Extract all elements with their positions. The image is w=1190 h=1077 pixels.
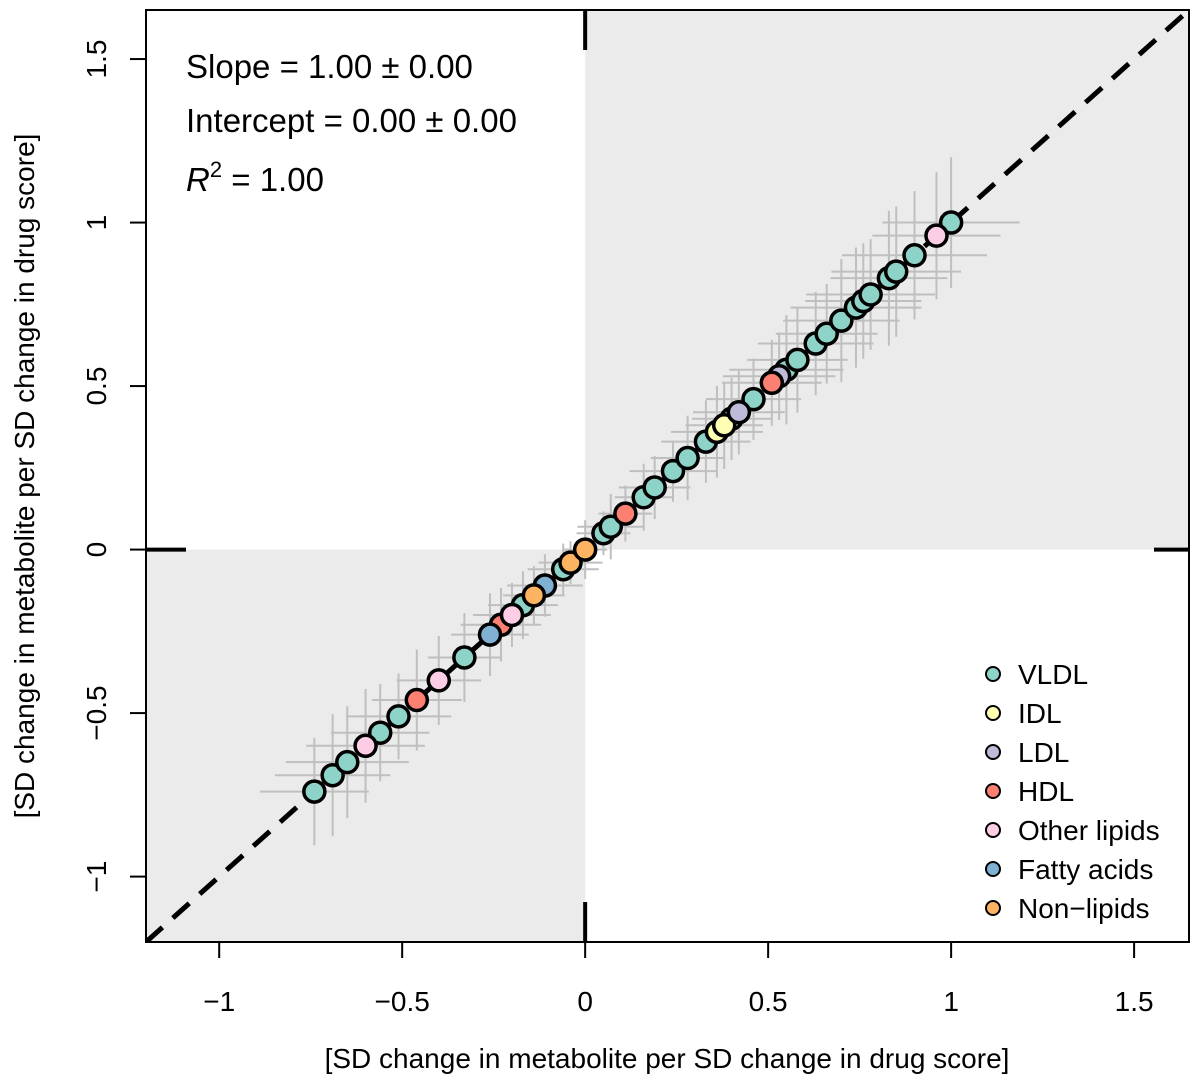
legend-label: Non−lipids (1018, 893, 1150, 924)
y-tick-label: 0.5 (81, 367, 112, 406)
legend: VLDL IDL LDL HDL Other lipids Fatty acids Non−… (985, 659, 1160, 924)
x-tick-label: −1 (203, 986, 235, 1017)
data-points (302, 210, 964, 804)
data-point (902, 243, 927, 268)
data-point (785, 347, 810, 373)
x-tick-label: 0 (577, 986, 593, 1017)
stats-annotation: Slope = 1.00 ± 0.00 Intercept = 0.00 ± 0… (186, 48, 517, 198)
legend-marker (985, 861, 1001, 877)
data-point (404, 687, 430, 713)
data-point (499, 602, 525, 628)
data-point (759, 370, 785, 396)
legend-label: Other lipids (1018, 815, 1160, 846)
legend-label: IDL (1018, 698, 1062, 729)
plot-frame (145, 9, 1190, 943)
data-point (675, 445, 700, 471)
legend-marker (985, 783, 1001, 799)
y-tick-label: −0.5 (81, 685, 112, 740)
y-tick-label: 0 (81, 542, 112, 558)
legend-label: HDL (1018, 776, 1074, 807)
legend-marker (985, 744, 1001, 760)
legend-marker (985, 822, 1001, 838)
legend-label: VLDL (1018, 659, 1088, 690)
legend-marker (985, 705, 1001, 721)
data-point (613, 501, 638, 526)
r-squared-text: R2 = 1.00 (186, 157, 324, 198)
legend-label: LDL (1018, 737, 1069, 768)
data-point (302, 779, 327, 804)
data-point (335, 749, 360, 775)
data-point (726, 399, 752, 425)
y-tick-label: 1 (81, 215, 112, 231)
data-point (572, 537, 598, 562)
legend-marker (985, 666, 1001, 682)
data-point (642, 475, 667, 500)
x-tick-label: 0.5 (749, 986, 788, 1017)
data-point (883, 259, 909, 284)
legend-label: Fatty acids (1018, 854, 1153, 885)
x-tick-label: 1.5 (1115, 986, 1154, 1017)
data-point (521, 583, 547, 608)
x-tick-label: 1 (943, 986, 959, 1017)
data-point (477, 622, 503, 647)
data-point (452, 645, 477, 670)
data-point (426, 668, 452, 693)
y-tick-label: −1 (81, 861, 112, 893)
data-point (386, 704, 411, 729)
legend-marker (985, 900, 1001, 916)
data-point (924, 223, 949, 248)
data-point (858, 282, 883, 307)
axes: −1 −0.5 0 0.5 1 1.5 −1 −0.5 0 0.5 1 1.5 (81, 9, 1190, 1017)
data-point (353, 733, 378, 759)
intercept-text: Intercept = 0.00 ± 0.00 (186, 102, 517, 139)
x-axis-title: [SD change in metabolite per SD change i… (325, 1043, 1010, 1074)
y-axis-title: [SD change in metabolite per SD change i… (9, 134, 40, 819)
slope-text: Slope = 1.00 ± 0.00 (186, 48, 473, 85)
y-tick-label: 1.5 (81, 40, 112, 79)
x-tick-label: −0.5 (375, 986, 430, 1017)
